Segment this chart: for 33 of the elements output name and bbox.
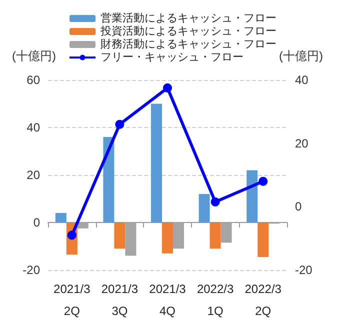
- y2-tick-label: -20: [295, 263, 313, 277]
- bar: [210, 222, 221, 249]
- bar: [198, 194, 210, 222]
- bar: [162, 222, 173, 254]
- y-tick-label: -20: [22, 263, 40, 277]
- bar: [114, 222, 126, 249]
- legend-label: 財務活動によるキャッシュ・フロー: [100, 38, 276, 50]
- legend-label: 投資活動によるキャッシュ・フロー: [100, 26, 276, 38]
- y-tick-label: 40: [26, 120, 40, 134]
- point: [258, 176, 268, 186]
- point: [210, 197, 220, 206]
- y-axis-title: (十億円): [12, 49, 56, 63]
- y-tick-label: 60: [26, 73, 40, 87]
- bar: [258, 222, 269, 257]
- x-tick-label: 2021/3 4Q: [149, 282, 186, 318]
- y-tick-label: 20: [26, 168, 40, 182]
- y-tick-label: 0: [33, 216, 40, 230]
- x-tick-label: 2021/3 2Q: [54, 282, 91, 318]
- legend-label: フリー・キャッシュ・フロー: [100, 52, 244, 64]
- bar: [103, 137, 114, 222]
- bar: [246, 170, 258, 222]
- y2-axis-title: (十億円): [279, 49, 323, 63]
- legend-label: 営業活動によるキャッシュ・フロー: [100, 12, 276, 24]
- bar: [151, 104, 162, 222]
- point: [115, 120, 124, 129]
- y2-tick-label: 40: [295, 73, 309, 87]
- x-tick-label: 2022/3 1Q: [196, 282, 234, 318]
- x-tick-label: 2021/3 3Q: [101, 282, 138, 318]
- bar: [55, 213, 66, 222]
- x-tick-label: 2022/3 2Q: [244, 282, 282, 318]
- y2-tick-label: 20: [295, 136, 309, 150]
- point: [163, 83, 172, 92]
- y2-tick-label: 0: [295, 200, 302, 214]
